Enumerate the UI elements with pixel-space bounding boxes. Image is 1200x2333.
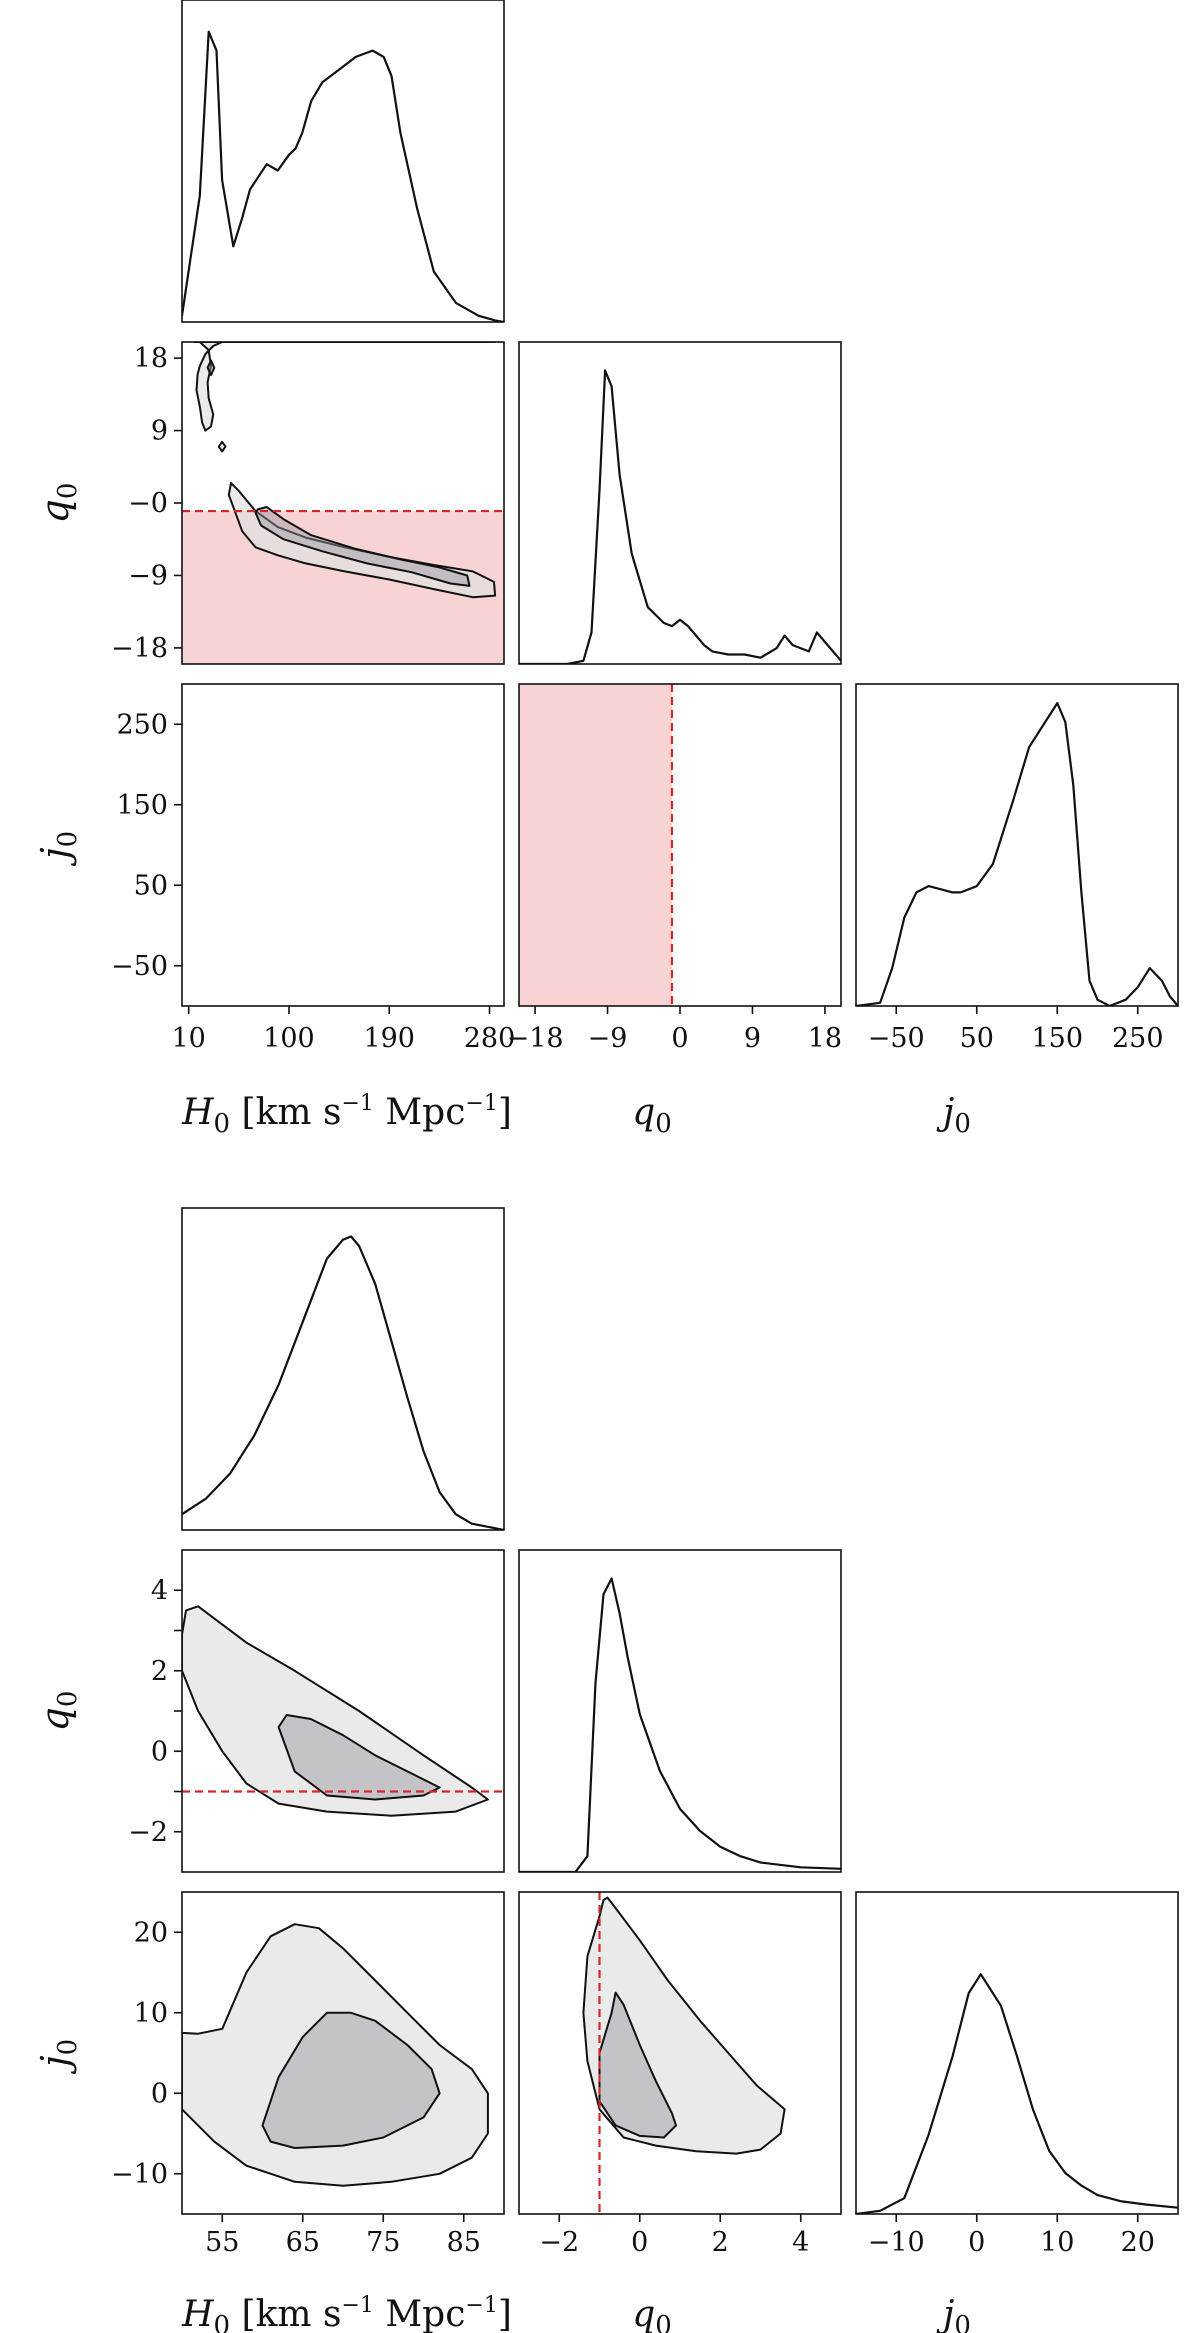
x-tick-label: 280	[464, 1023, 516, 1054]
corner-plot-2: −2 0 2 4 q0 −10 0 10 20 j0 55 65 75 85 −2 0 2 4 −10 0 10 20 H0…	[33, 1207, 1179, 2333]
panel-frame	[181, 683, 505, 1007]
contour-outer	[582, 1896, 786, 2155]
marginal-curve-j0	[856, 702, 1178, 1006]
y-tick-label: 20	[134, 1917, 168, 1948]
panel-H0-H0	[181, 0, 505, 323]
x-tick-label: 55	[205, 2227, 239, 2258]
panel-H0-j0: −10 0 10 20 j0 55 65 75 85	[33, 1891, 505, 2258]
x-tick-label: −2	[539, 2227, 579, 2258]
x-tick-label: 20	[1121, 2227, 1155, 2258]
x-axis-label-H0: H0 [km s−1 Mpc−1]	[181, 2293, 512, 2333]
panel-q0-j0: −2 0 2 4	[518, 1891, 842, 2258]
excluded-region-band	[519, 684, 672, 1006]
y-axis-label-j0: j0	[33, 2039, 83, 2074]
panel-frame	[855, 1891, 1179, 2215]
contour-inner	[261, 2011, 441, 2149]
x-tick-label: 75	[366, 2227, 400, 2258]
x-axis-label-q0: q0	[632, 1092, 672, 1139]
y-tick-label: −10	[111, 2159, 168, 2190]
x-tick-label: 10	[1040, 2227, 1074, 2258]
y-tick-label: 2	[151, 1656, 168, 1687]
panel-frame	[518, 1891, 842, 2215]
x-axis-label-j0: j0	[936, 2294, 971, 2333]
panel-H0-H0	[181, 1207, 505, 1531]
x-tick-label: −18	[507, 1023, 564, 1054]
marginal-curve-H0	[182, 30, 504, 322]
y-tick-label: 0	[151, 1736, 168, 1767]
x-tick-label: 0	[631, 2227, 648, 2258]
contour-outer-main	[227, 481, 497, 599]
contour-outer	[193, 342, 497, 432]
x-tick-label: 100	[263, 1023, 315, 1054]
contour-inner-dot	[206, 359, 216, 376]
panel-H0-j0: −50 50 150 250 j0 10 100 190 280	[33, 683, 516, 1054]
x-tick-label: 9	[744, 1023, 761, 1054]
y-tick-label: 250	[116, 709, 168, 740]
panel-frame	[181, 1207, 505, 1531]
marginal-curve-H0	[182, 1235, 504, 1530]
x-tick-label: 0	[968, 2227, 985, 2258]
x-tick-label: 18	[808, 1023, 842, 1054]
y-tick-label: −50	[111, 951, 168, 982]
panel-frame	[181, 0, 505, 323]
y-tick-label: 4	[151, 1575, 168, 1606]
panel-frame	[855, 683, 1179, 1007]
y-tick-label: −18	[111, 633, 168, 664]
panel-j0-j0: −50 50 150 250	[855, 683, 1179, 1054]
y-tick-label: 0	[151, 2078, 168, 2109]
x-tick-label: 150	[1031, 1023, 1083, 1054]
x-tick-label: 0	[671, 1023, 688, 1054]
marginal-curve-j0	[856, 1973, 1178, 2214]
contour-inner	[277, 1714, 441, 1801]
marginal-curve-q0	[519, 369, 841, 664]
panel-H0-q0: −18 −9 −0 9 18 q0	[33, 341, 505, 665]
y-tick-label: −9	[128, 560, 168, 591]
y-tick-label: 10	[134, 1998, 168, 2029]
x-tick-label: −10	[868, 2227, 925, 2258]
x-tick-label: 50	[960, 1023, 994, 1054]
panel-q0-q0	[518, 1549, 842, 1873]
contour-outer	[182, 1605, 489, 1817]
panel-frame	[181, 1891, 505, 2215]
y-axis-label-j0: j0	[33, 831, 83, 866]
x-tick-label: 190	[363, 1023, 415, 1054]
y-tick-label: 9	[151, 416, 168, 447]
panel-H0-q0: −2 0 2 4 q0	[33, 1549, 505, 1873]
panel-q0-q0	[518, 341, 842, 665]
y-tick-label: 18	[134, 343, 168, 374]
x-tick-label: 65	[286, 2227, 320, 2258]
y-tick-label: 150	[116, 790, 168, 821]
marginal-curve-q0	[519, 1577, 841, 1872]
y-axis-label-q0: q0	[33, 1691, 83, 1732]
panel-frame	[518, 341, 842, 665]
x-tick-label: 10	[172, 1023, 206, 1054]
x-tick-label: 250	[1112, 1023, 1164, 1054]
y-tick-label: −0	[128, 488, 168, 519]
y-tick-label: −2	[128, 1817, 168, 1848]
contour-inner-main	[254, 506, 471, 587]
x-tick-label: 2	[712, 2227, 729, 2258]
x-axis-label-j0: j0	[936, 1092, 971, 1139]
y-axis-label-q0: q0	[33, 483, 83, 524]
contour-outer	[182, 1923, 489, 2187]
contour-outer-dot	[217, 440, 227, 453]
x-axis-label-H0: H0 [km s−1 Mpc−1]	[181, 1091, 512, 1139]
x-tick-label: −9	[588, 1023, 628, 1054]
x-tick-label: −50	[868, 1023, 925, 1054]
panel-frame	[518, 1549, 842, 1873]
panel-j0-j0: −10 0 10 20	[855, 1891, 1179, 2258]
y-tick-label: 50	[134, 870, 168, 901]
x-axis-label-q0: q0	[632, 2294, 672, 2333]
panel-q0-j0: −18 −9 0 9 18	[507, 683, 842, 1054]
x-tick-label: 85	[447, 2227, 481, 2258]
x-tick-label: 4	[792, 2227, 809, 2258]
